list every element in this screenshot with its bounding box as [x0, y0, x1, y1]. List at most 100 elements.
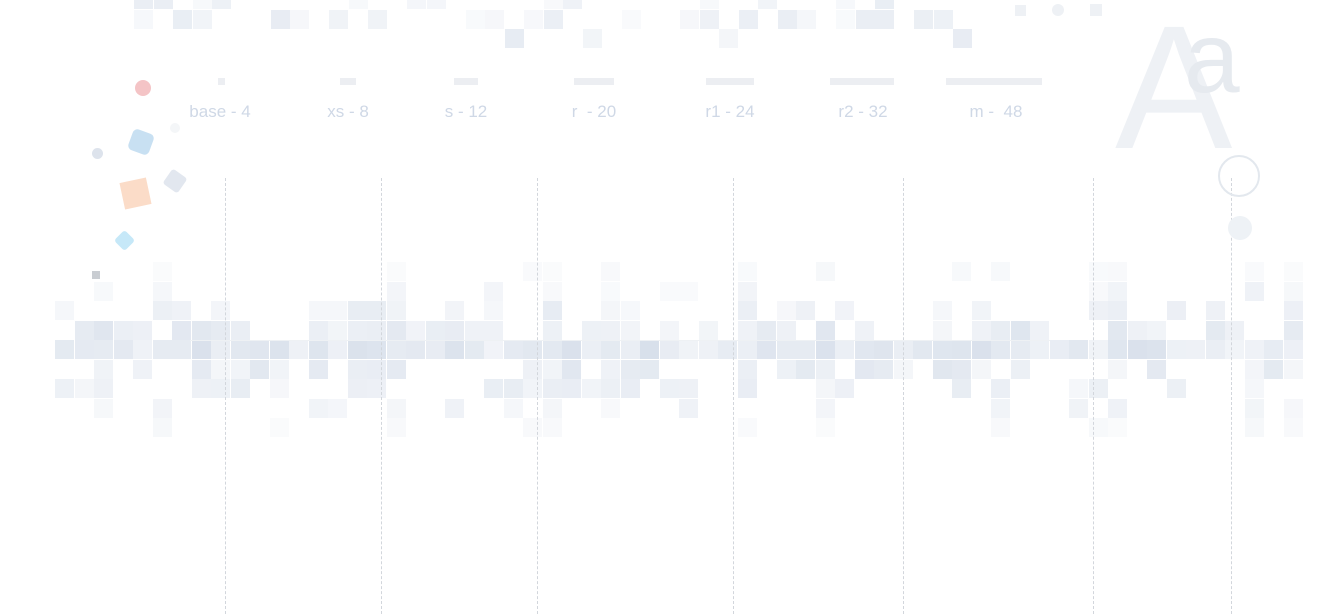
mosaic-pixel: [601, 262, 620, 282]
spacing-bar-m: [946, 78, 1042, 85]
spacing-label-xs: xs - 8: [327, 102, 369, 121]
gray-dot-icon: [92, 148, 103, 159]
mosaic-pixel: [211, 359, 230, 379]
mosaic-pixel: [776, 301, 796, 321]
mosaic-pixel: [562, 379, 581, 399]
red-dot-icon: [135, 80, 151, 96]
mosaic-pixel: [484, 301, 503, 321]
mosaic-pixel: [1283, 340, 1303, 360]
mosaic-pixel: [991, 418, 1010, 438]
mosaic-pixel: [503, 379, 523, 399]
mosaic-pixel: [952, 340, 971, 360]
mosaic-pixel: [523, 340, 542, 360]
mosaic-pixel: [113, 320, 133, 340]
mosaic-pixel: [854, 320, 874, 340]
mosaic-pixel: [1283, 301, 1303, 321]
mosaic-pixel: [269, 418, 289, 438]
mosaic-pixel: [425, 340, 445, 360]
mosaic-pixel: [329, 9, 348, 29]
mosaic-pixel: [1030, 340, 1049, 360]
mosaic-pixel: [815, 340, 835, 360]
mosaic-pixel: [290, 9, 309, 29]
mosaic-pixel: [757, 320, 776, 340]
mosaic-pixel: [172, 340, 191, 360]
mosaic-pixel: [308, 398, 328, 418]
mosaic-pixel: [445, 301, 464, 321]
mosaic-pixel: [777, 9, 797, 29]
mosaic-pixel: [347, 301, 367, 321]
mosaic-pixel: [737, 320, 757, 340]
mosaic-pixel: [523, 418, 542, 438]
mosaic-pixel: [1283, 398, 1303, 418]
mosaic-pixel: [328, 340, 347, 360]
guide-line: [903, 178, 904, 614]
mosaic-pixel: [620, 379, 640, 399]
gray-diamond-icon: [162, 168, 188, 194]
mosaic-pixel: [269, 379, 289, 399]
mosaic-pixel: [758, 0, 777, 9]
mosaic-pixel: [718, 340, 737, 360]
mosaic-pixel: [875, 9, 894, 29]
mosaic-pixel: [737, 281, 757, 301]
mosaic-pixel: [406, 320, 425, 340]
mosaic-pixel: [933, 9, 953, 29]
mosaic-pixel: [601, 340, 620, 360]
mosaic-pixel: [152, 281, 172, 301]
mosaic-pixel: [1088, 301, 1108, 321]
mosaic-pixel: [1244, 379, 1264, 399]
mosaic-pixel: [133, 340, 152, 360]
mosaic-pixel: [407, 0, 426, 9]
mosaic-pixel: [211, 340, 230, 360]
mosaic-pixel: [367, 320, 386, 340]
mosaic-pixel: [1010, 359, 1030, 379]
mosaic-pixel: [542, 379, 562, 399]
mosaic-pixel: [952, 359, 971, 379]
mosaic-pixel: [698, 340, 718, 360]
mosaic-pixel: [152, 301, 172, 321]
mosaic-pixel: [952, 262, 971, 282]
mosaic-pixel: [601, 281, 620, 301]
orange-square-icon: [119, 177, 152, 210]
center-line: [190, 340, 1050, 341]
mosaic-pixel: [776, 320, 796, 340]
mosaic-pixel: [1010, 320, 1030, 340]
mosaic-pixel: [1108, 340, 1127, 360]
mosaic-pixel: [620, 340, 640, 360]
spacing-label-r2: r2 - 32: [838, 102, 888, 121]
mosaic-pixel: [55, 340, 74, 360]
guide-line: [381, 178, 382, 614]
mosaic-pixel: [328, 320, 347, 340]
mosaic-pixel: [874, 340, 893, 360]
blue-diamond-icon: [126, 127, 156, 157]
mosaic-pixel: [932, 359, 952, 379]
mosaic-pixel: [191, 340, 211, 360]
mosaic-pixel: [737, 340, 757, 360]
mosaic-pixel: [932, 340, 952, 360]
mosaic-pixel: [74, 340, 94, 360]
guide-line: [537, 178, 538, 614]
mosaic-pixel: [367, 379, 386, 399]
mosaic-pixel: [152, 418, 172, 438]
mosaic-pixel: [1108, 418, 1127, 438]
mosaic-pixel: [172, 320, 191, 340]
mosaic-pixel: [289, 340, 308, 360]
mosaic-pixel: [1244, 281, 1264, 301]
mosaic-pixel: [1205, 340, 1225, 360]
mosaic-pixel: [386, 359, 406, 379]
mosaic-pixel: [192, 9, 212, 29]
mosaic-pixel: [386, 281, 406, 301]
mosaic-pixel: [1088, 281, 1108, 301]
mosaic-pixel: [815, 398, 835, 418]
mosaic-pixel: [1088, 262, 1108, 282]
guide-line: [225, 178, 226, 614]
mosaic-pixel: [542, 418, 562, 438]
mosaic-pixel: [991, 398, 1010, 418]
mosaic-pixel: [640, 340, 659, 360]
mosaic-pixel: [971, 320, 991, 340]
mosaic-pixel: [230, 340, 250, 360]
mosaic-pixel: [1264, 340, 1283, 360]
mosaic-pixel: [620, 320, 640, 340]
mosaic-pixel: [133, 320, 152, 340]
mosaic-pixel: [659, 320, 679, 340]
mosaic-pixel: [465, 9, 485, 29]
